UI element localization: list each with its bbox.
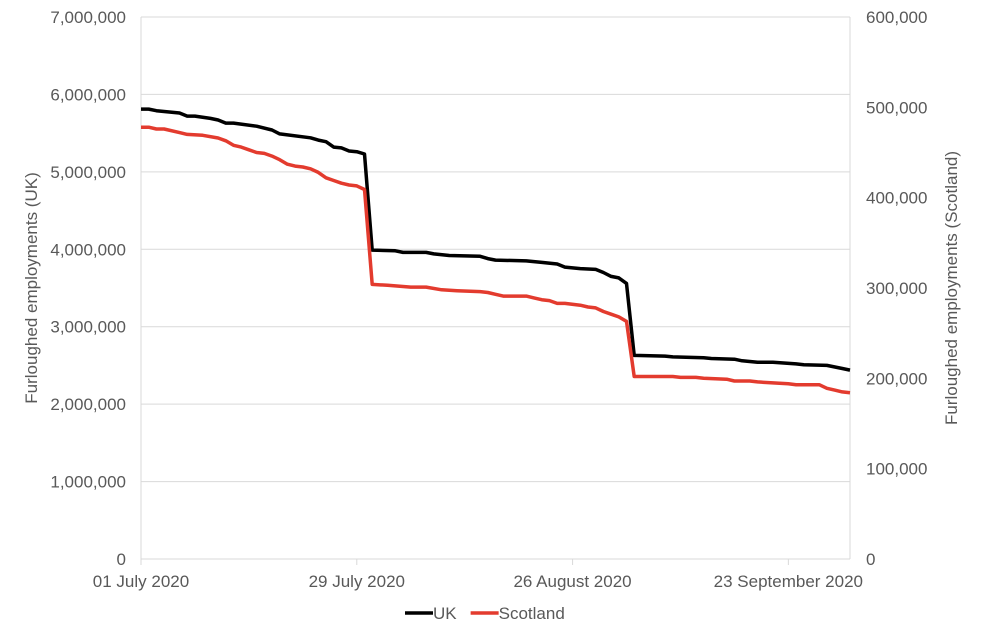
y-right-axis-title: Furloughed employments (Scotland) — [942, 151, 961, 425]
y-left-tick-label: 0 — [117, 550, 126, 569]
legend: UK Scotland — [405, 604, 565, 623]
y-right-tick-label: 500,000 — [866, 98, 927, 117]
x-axis: 01 July 2020 29 July 2020 26 August 2020 23… — [93, 558, 863, 591]
series-lines — [141, 107, 851, 395]
y-right-tick-label: 400,000 — [866, 189, 927, 208]
y-right-tick-label: 600,000 — [866, 8, 927, 27]
y-left-axis: 0 1,000,000 2,000,000 3,000,000 4,000,000 5,0… — [50, 8, 126, 569]
x-tick-label: 26 August 2020 — [513, 572, 631, 591]
series-line-scotland — [141, 125, 851, 395]
legend-label-scotland: Scotland — [499, 604, 565, 623]
y-left-tick-label: 5,000,000 — [50, 163, 126, 182]
y-right-tick-label: 200,000 — [866, 369, 927, 388]
gridlines — [140, 16, 851, 559]
y-left-tick-label: 6,000,000 — [50, 85, 126, 104]
y-left-axis-title: Furloughed employments (UK) — [22, 172, 41, 403]
legend-label-uk: UK — [433, 604, 457, 623]
y-right-tick-label: 100,000 — [866, 460, 927, 479]
x-tick-label: 23 September 2020 — [714, 572, 863, 591]
y-right-tick-label: 0 — [866, 550, 875, 569]
y-left-tick-label: 2,000,000 — [50, 395, 126, 414]
series-line-uk — [141, 107, 851, 372]
y-left-tick-label: 1,000,000 — [50, 473, 126, 492]
y-right-tick-label: 300,000 — [866, 279, 927, 298]
y-left-tick-label: 4,000,000 — [50, 240, 126, 259]
y-left-tick-label: 7,000,000 — [50, 8, 126, 27]
x-tick-label: 29 July 2020 — [309, 572, 405, 591]
y-left-tick-label: 3,000,000 — [50, 318, 126, 337]
y-right-axis: 0 100,000 200,000 300,000 400,000 500,000 600,… — [866, 8, 927, 569]
x-tick-label: 01 July 2020 — [93, 572, 189, 591]
